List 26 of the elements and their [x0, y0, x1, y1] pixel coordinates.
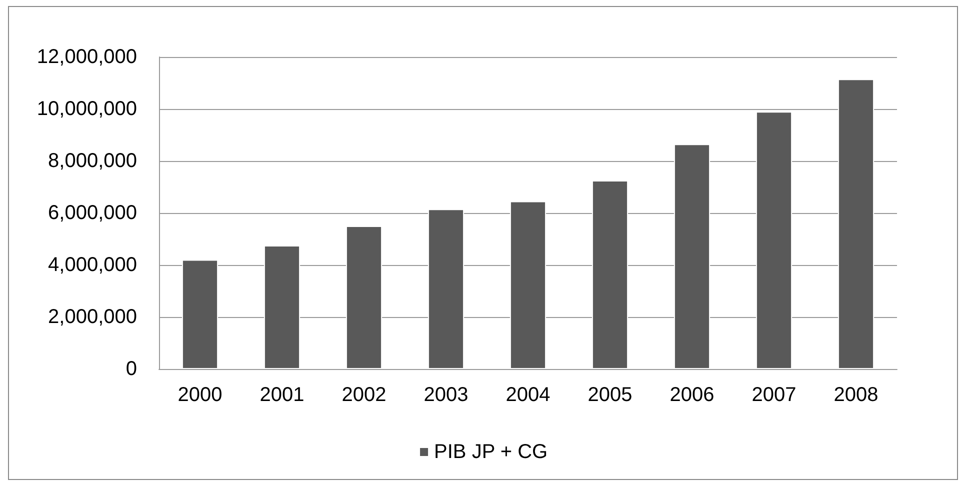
y-tick-label: 6,000,000 [48, 202, 137, 224]
x-tick-label: 2001 [260, 384, 304, 406]
x-tick-label: 2000 [178, 384, 222, 406]
bar [756, 112, 792, 369]
y-tick-label: 8,000,000 [48, 150, 137, 172]
x-tick-label: 2005 [588, 384, 632, 406]
bar [674, 144, 710, 369]
bar [510, 201, 546, 369]
bar [182, 260, 218, 369]
y-tick-label: 12,000,000 [36, 46, 137, 68]
bar [592, 180, 628, 369]
x-tick-label: 2006 [670, 384, 714, 406]
x-tick-label: 2003 [424, 384, 468, 406]
y-tick-label: 4,000,000 [48, 254, 137, 276]
bar [346, 226, 382, 369]
y-tick-label: 10,000,000 [36, 98, 137, 120]
x-tick-label: 2002 [342, 384, 386, 406]
y-tick-label: 0 [126, 358, 137, 380]
x-tick-label: 2007 [752, 384, 796, 406]
x-tick-label: 2008 [834, 384, 878, 406]
bar [838, 79, 874, 369]
bar [264, 246, 300, 369]
bar [428, 209, 464, 369]
x-tick-label: 2004 [506, 384, 550, 406]
y-tick-label: 2,000,000 [48, 306, 137, 328]
legend-label: PIB JP + CG [434, 441, 548, 463]
